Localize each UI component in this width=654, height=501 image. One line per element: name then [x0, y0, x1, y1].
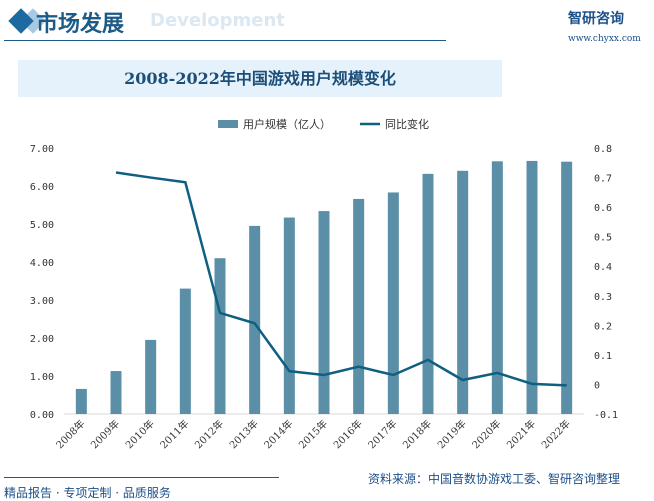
x-tick-label: 2015年 [296, 417, 330, 451]
line-series-yoy [115, 171, 567, 387]
right-tick-label: 0 [594, 380, 600, 391]
bar-2019年 [457, 170, 469, 414]
left-tick-label: 2.00 [30, 334, 54, 345]
logo: 智研咨询 [568, 11, 624, 27]
right-tick-label: -0.1 [594, 410, 618, 421]
right-tick-label: 0.2 [594, 321, 612, 332]
x-tick-label: 2020年 [469, 417, 503, 451]
source-text: 资料来源：中国音数协游戏工委、智研咨询整理 [368, 472, 621, 486]
right-tick-label: 0.3 [594, 292, 612, 303]
right-tick-label: 0.4 [594, 262, 612, 273]
bar-2009年 [110, 371, 122, 414]
bar-2010年 [145, 339, 157, 414]
right-tick-label: 0.8 [594, 144, 612, 155]
left-tick-label: 7.00 [30, 144, 54, 155]
right-tick-label: 0.6 [594, 203, 612, 214]
footer-slogan: 精品报告 · 专项定制 · 品质服务 [4, 486, 171, 500]
bar-2022年 [561, 161, 573, 414]
bar-2014年 [283, 217, 295, 414]
right-tick-label: 0.1 [594, 351, 612, 362]
left-tick-label: 0.00 [30, 410, 54, 421]
x-tick-label: 2012年 [192, 417, 226, 451]
x-tick-label: 2019年 [435, 417, 469, 451]
x-tick-label: 2018年 [400, 417, 434, 451]
right-tick-label: 0.7 [594, 174, 612, 185]
x-tick-label: 2014年 [261, 417, 295, 451]
x-tick-label: 2017年 [365, 417, 399, 451]
legend-bar-swatch [218, 120, 238, 128]
x-tick-label: 2022年 [539, 417, 573, 451]
bar-2015年 [318, 211, 330, 414]
legend-line-label: 同比变化 [385, 117, 429, 131]
url-text: www.chyxx.com [568, 34, 641, 44]
legend-bar-label: 用户规模（亿人） [243, 117, 331, 131]
left-tick-label: 3.00 [30, 296, 54, 307]
chart-title: 2008-2022年中国游戏用户规模变化 [18, 60, 502, 97]
header-divider [4, 40, 446, 41]
bar-2008年 [75, 388, 87, 414]
x-tick-label: 2008年 [53, 417, 87, 451]
x-tick-label: 2016年 [331, 417, 365, 451]
bar-2013年 [249, 225, 261, 414]
left-tick-label: 1.00 [30, 372, 54, 383]
x-tick-label: 2011年 [157, 417, 191, 451]
bar-2020年 [491, 161, 503, 414]
bar-2021年 [526, 160, 538, 414]
x-tick-label: 2013年 [227, 417, 261, 451]
section-title: 市场发展 [36, 12, 125, 37]
left-tick-label: 6.00 [30, 182, 54, 193]
x-tick-label: 2009年 [88, 417, 122, 451]
section-subtitle: Development [150, 10, 285, 31]
bar-2011年 [179, 288, 191, 414]
right-tick-label: 0.5 [594, 233, 612, 244]
bar-2016年 [353, 198, 365, 414]
bar-2018年 [422, 173, 434, 414]
left-tick-label: 4.00 [30, 258, 54, 269]
x-tick-label: 2010年 [123, 417, 157, 451]
bar-2012年 [214, 258, 226, 414]
x-tick-label: 2021年 [504, 417, 538, 451]
bar-2017年 [387, 192, 399, 414]
footer-divider [4, 477, 279, 478]
left-tick-label: 5.00 [30, 220, 54, 231]
